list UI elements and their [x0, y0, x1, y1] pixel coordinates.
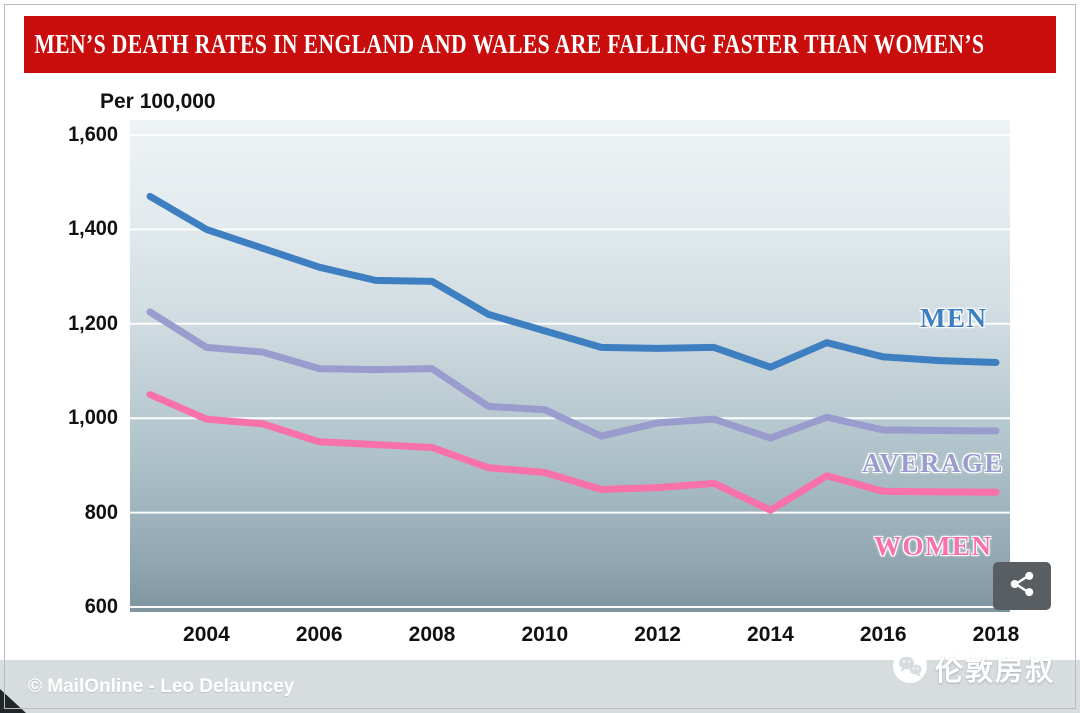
share-icon	[1007, 569, 1037, 604]
x-tick-label: 2014	[747, 623, 794, 646]
chart-plot-area	[130, 120, 1010, 612]
y-tick-label: 1,600	[68, 123, 118, 146]
x-tick-label: 2006	[295, 623, 343, 646]
watermark: 伦敦房叔	[892, 648, 1055, 689]
headline-banner: MEN’S DEATH RATES IN ENGLAND AND WALES A…	[24, 16, 1056, 73]
series-label-men: MEN	[920, 303, 988, 333]
y-tick-label: 1,400	[68, 217, 118, 241]
x-tick-label: 2016	[859, 623, 907, 646]
y-tick-label: 1,200	[68, 311, 118, 335]
series-line-men	[146, 192, 1000, 371]
x-tick-label: 2018	[972, 623, 1020, 646]
chart-canvas	[130, 134, 1010, 608]
x-tick-label: 2008	[408, 623, 456, 646]
share-button[interactable]	[993, 562, 1051, 610]
y-tick-label: 600	[84, 595, 118, 618]
series-label-women: WOMEN	[874, 531, 993, 561]
corner-fold	[0, 689, 26, 713]
headline-text: MEN’S DEATH RATES IN ENGLAND AND WALES A…	[34, 29, 985, 59]
series-line-average	[146, 308, 1000, 442]
series-line-women	[146, 391, 1000, 514]
credit-text: © MailOnline - Leo Delauncey	[28, 676, 295, 697]
y-tick-label: 1,000	[68, 406, 118, 430]
x-tick-label: 2010	[521, 623, 569, 646]
watermark-text: 伦敦房叔	[935, 654, 1056, 686]
y-axis-unit-label: Per 100,000	[100, 90, 216, 113]
x-tick-label: 2012	[634, 623, 681, 646]
series-label-average: AVERAGE	[862, 448, 1005, 478]
wechat-icon	[892, 648, 928, 689]
x-tick-label: 2004	[183, 623, 230, 646]
y-tick-label: 800	[84, 500, 118, 524]
